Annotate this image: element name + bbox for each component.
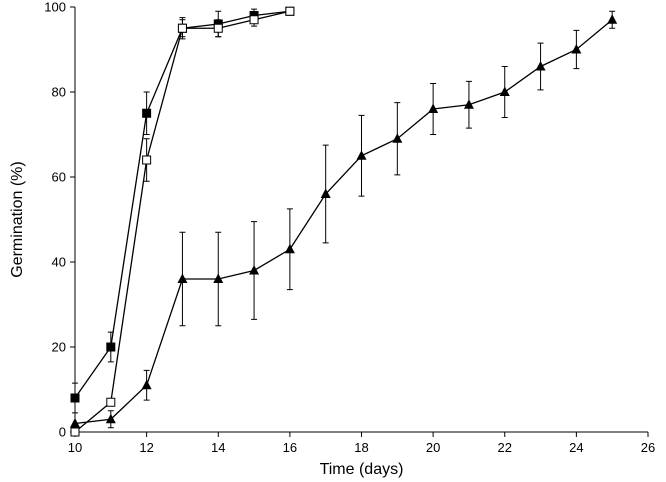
y-tick-label: 60 [52, 170, 66, 185]
data-point [535, 61, 546, 71]
x-axis-title: Time (days) [320, 461, 404, 478]
series-2 [70, 6, 295, 437]
data-point [213, 273, 224, 283]
y-axis-title: Germination (%) [9, 161, 26, 277]
data-point [105, 413, 116, 424]
x-tick-label: 20 [426, 440, 440, 455]
series-line [74, 19, 613, 425]
data-point [392, 133, 403, 143]
data-point [249, 15, 259, 25]
y-tick-label: 80 [52, 85, 66, 100]
data-point [70, 393, 80, 403]
data-point [142, 155, 152, 165]
data-point [106, 397, 116, 407]
y-tick-label: 40 [52, 255, 66, 270]
axes [74, 7, 648, 433]
y-tick-label: 20 [52, 340, 66, 355]
data-point [356, 150, 367, 160]
series-3 [70, 10, 618, 429]
data-point [141, 379, 152, 390]
plot-area [70, 6, 618, 437]
x-tick-label: 14 [211, 440, 225, 455]
x-tick-label: 10 [68, 440, 82, 455]
series-line [74, 10, 291, 433]
data-point [70, 427, 80, 437]
y-tick-label: 100 [44, 0, 66, 15]
data-point [284, 243, 295, 254]
data-point [177, 23, 187, 33]
data-point [285, 6, 295, 16]
data-point [106, 342, 116, 352]
data-point [142, 108, 152, 118]
data-point [499, 86, 510, 96]
x-tick-label: 18 [354, 440, 368, 455]
data-point [70, 418, 80, 428]
series-1 [70, 6, 295, 414]
x-tick-label: 26 [641, 440, 655, 455]
data-point [607, 14, 618, 24]
data-point [177, 273, 188, 283]
data-point [249, 265, 260, 275]
data-point [320, 188, 331, 198]
data-point [428, 103, 439, 113]
series-line [74, 10, 290, 399]
data-point [463, 99, 474, 109]
x-tick-label: 16 [283, 440, 297, 455]
data-point [213, 23, 223, 33]
x-tick-label: 22 [498, 440, 512, 455]
x-tick-label: 12 [139, 440, 153, 455]
data-point [571, 44, 582, 54]
y-ticks: 0 20 40 60 80 100 [44, 0, 75, 440]
x-ticks: 10 12 14 16 18 20 22 24 26 [68, 432, 655, 455]
x-tick-label: 24 [569, 440, 583, 455]
y-tick-label: 0 [59, 425, 66, 440]
